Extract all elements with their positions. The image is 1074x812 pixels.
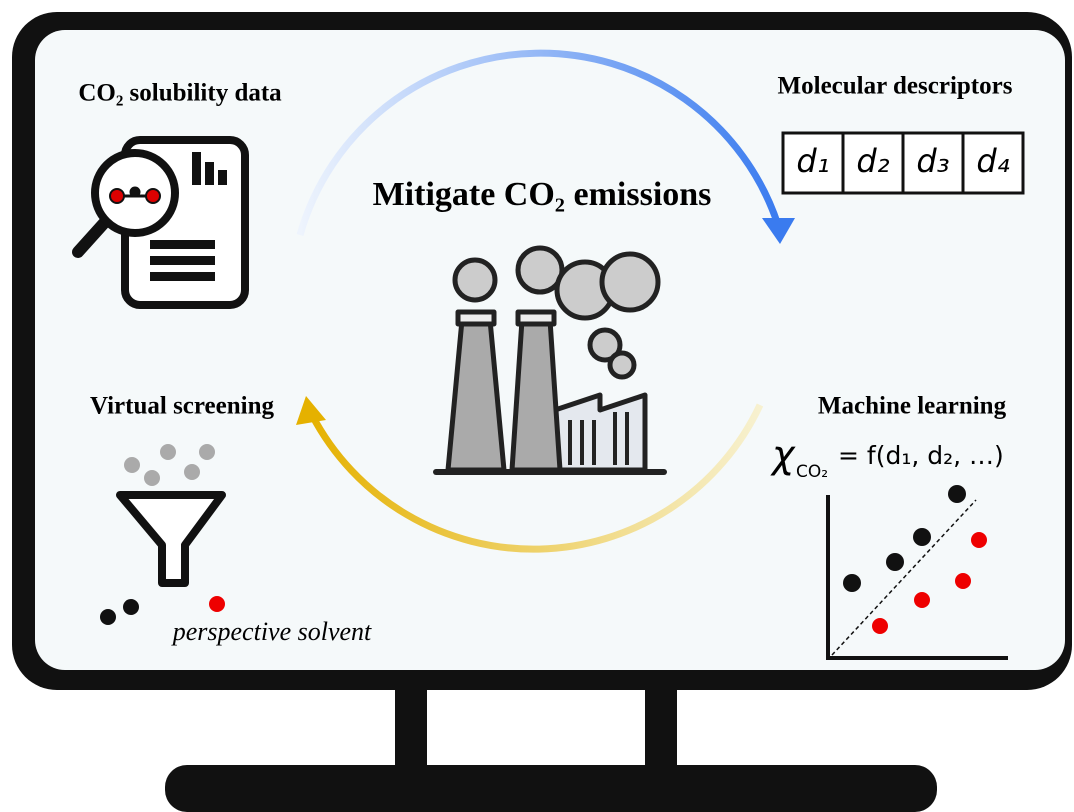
document-icon bbox=[72, 136, 249, 309]
cycle-arrow bbox=[296, 49, 782, 236]
cycle-arrow bbox=[308, 403, 764, 553]
label: Molecular descriptors bbox=[778, 73, 1013, 100]
center-title: Mitigate CO₂ emissions bbox=[373, 176, 712, 213]
formula-symbol: χ bbox=[770, 433, 796, 477]
descriptor: d₄ bbox=[976, 142, 1009, 180]
scatter-icon bbox=[826, 485, 1008, 660]
label: Machine learning bbox=[818, 393, 1007, 420]
stand-leg bbox=[645, 680, 677, 775]
descriptor: d₂ bbox=[856, 142, 889, 180]
descriptor: d₁ bbox=[796, 142, 829, 180]
label: Virtual screening bbox=[90, 393, 275, 420]
formula: = f(d₁, d₂, …) bbox=[838, 441, 1004, 470]
descriptor: d₃ bbox=[916, 142, 949, 180]
label: CO₂ solubility data bbox=[78, 80, 282, 107]
stand-leg bbox=[395, 680, 427, 775]
stand-base bbox=[165, 765, 937, 812]
arrow-head bbox=[296, 396, 326, 425]
funnel-icon bbox=[100, 444, 226, 625]
arrow-head bbox=[762, 218, 795, 244]
formula-subscript: CO₂ bbox=[796, 462, 828, 482]
descriptor-table bbox=[781, 131, 1025, 195]
factory-icon bbox=[433, 245, 667, 475]
label: perspective solvent bbox=[171, 617, 372, 646]
